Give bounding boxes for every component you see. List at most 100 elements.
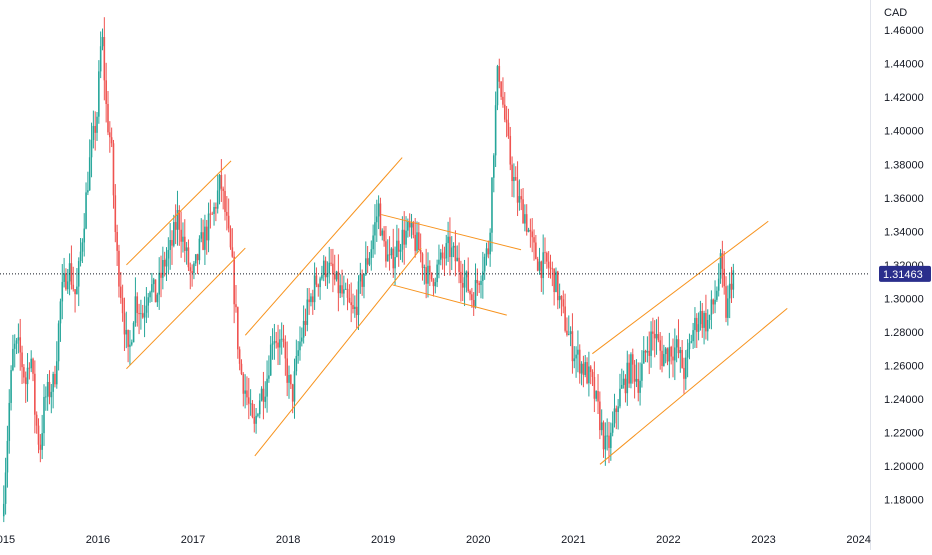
candle-body	[668, 346, 671, 362]
candle-body	[8, 402, 11, 441]
channel-line	[244, 157, 403, 336]
candle-body	[103, 37, 106, 81]
candle-body	[642, 350, 645, 364]
candle-body	[725, 286, 727, 318]
candle-body	[160, 272, 162, 278]
candle-body	[549, 267, 552, 269]
candle-body	[580, 363, 583, 374]
candle-body	[233, 256, 235, 305]
candle-body	[145, 305, 148, 313]
candle-body	[50, 391, 53, 398]
price-tick-label: 1.20000	[884, 461, 924, 473]
candle-body	[639, 380, 641, 393]
candle-body	[635, 378, 638, 382]
price-tick-label: 1.46000	[884, 25, 924, 37]
candle-body	[436, 264, 438, 283]
candle-body	[714, 299, 716, 305]
channels-layer	[126, 157, 788, 465]
candle-body	[83, 228, 86, 243]
candle-body	[332, 263, 334, 275]
candle-body	[531, 231, 534, 238]
candle-body	[101, 37, 104, 47]
candle-body	[569, 331, 572, 335]
candle-body	[15, 340, 18, 344]
candle-body	[577, 349, 579, 355]
time-tick-label: 2021	[561, 534, 585, 546]
candle-body	[65, 273, 67, 290]
candle-body	[207, 213, 210, 241]
candle-body	[322, 260, 325, 276]
candle-body	[70, 263, 73, 285]
candle-body	[185, 247, 188, 251]
candle-body	[247, 397, 250, 404]
candle-body	[560, 295, 563, 300]
candle-body	[163, 259, 166, 267]
time-axis[interactable]: 2015 2016 2017 2018 2019 2020 2021 2022 2023 2024	[0, 534, 871, 546]
candle-body	[74, 289, 76, 295]
candle-body	[562, 299, 565, 307]
candle-body	[390, 248, 393, 256]
candle-body	[719, 253, 722, 279]
candle-body	[171, 240, 173, 246]
candle-body	[666, 348, 669, 362]
candle-body	[602, 422, 605, 450]
candle-body	[222, 188, 224, 191]
candle-body	[224, 190, 226, 212]
candle-body	[425, 267, 427, 284]
candle-body	[429, 265, 431, 273]
candle-body	[143, 312, 146, 318]
candle-body	[337, 271, 340, 294]
candle-body	[368, 257, 371, 265]
candle-body	[17, 337, 20, 341]
candle-body	[61, 281, 64, 302]
candle-body	[244, 390, 246, 394]
candle-body	[628, 362, 630, 384]
price-axis[interactable]: 1.18000 1.20000 1.22000 1.24000 1.26000 1.280…	[884, 25, 924, 506]
candle-body	[615, 408, 618, 413]
candle-body	[151, 284, 153, 293]
candle-body	[540, 261, 543, 279]
candle-body	[589, 366, 592, 372]
candle-body	[264, 396, 267, 402]
currency-label: CAD	[884, 7, 907, 19]
candle-body	[547, 261, 550, 268]
candle-body	[511, 164, 513, 182]
candle-body	[493, 155, 495, 178]
candle-body	[226, 211, 228, 216]
candle-body	[291, 384, 294, 402]
candle-body	[288, 374, 290, 383]
candle-body	[119, 286, 122, 298]
candle-body	[354, 306, 356, 310]
candle-body	[41, 433, 43, 450]
candle-body	[344, 288, 347, 290]
candle-body	[112, 143, 115, 196]
candle-body	[180, 229, 182, 242]
candle-body	[487, 248, 490, 255]
time-tick-label: 2023	[751, 534, 775, 546]
candle-body	[211, 213, 214, 215]
candle-body	[231, 247, 234, 257]
candle-body	[55, 361, 58, 385]
price-tick-label: 1.34000	[884, 226, 924, 238]
candle-body	[363, 274, 365, 287]
candle-body	[99, 46, 102, 72]
candle-body	[295, 355, 298, 372]
candle-body	[599, 401, 601, 431]
price-tick-label: 1.30000	[884, 293, 924, 305]
candle-body	[542, 252, 544, 279]
candle-body	[271, 343, 274, 345]
candle-body	[34, 373, 36, 415]
candle-body	[522, 199, 524, 224]
price-tick-label: 1.24000	[884, 394, 924, 406]
candle-body	[608, 435, 610, 448]
candle-body	[732, 270, 735, 290]
candle-body	[37, 425, 40, 445]
candle-body	[98, 71, 100, 117]
candle-body	[286, 358, 288, 383]
candle-body	[352, 305, 354, 310]
candle-body	[302, 320, 305, 338]
candle-body	[4, 472, 7, 504]
candle-body	[109, 132, 111, 138]
